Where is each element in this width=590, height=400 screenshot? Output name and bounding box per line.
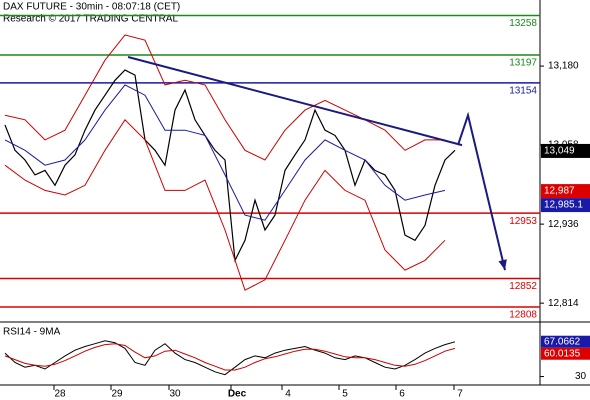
- rsi-box-label: 67.0662: [544, 336, 581, 347]
- y-tick-label: 12,814: [548, 298, 579, 309]
- price-box: [541, 184, 590, 199]
- price-box: [541, 143, 590, 158]
- level-label: 13258: [509, 18, 537, 29]
- price-box-label: 13,049: [544, 146, 575, 157]
- level-label: 12852: [509, 281, 537, 292]
- price-line: [4, 69, 456, 263]
- price-box-label: 12,987: [544, 186, 575, 197]
- forecast-arrow: [457, 111, 506, 271]
- x-tick-label: 4: [285, 389, 291, 400]
- rsi-box: [541, 335, 590, 348]
- indicator-line: [4, 119, 446, 291]
- x-tick-label: 29: [111, 389, 123, 400]
- level-label: 12808: [509, 310, 537, 321]
- indicator-line: [4, 34, 445, 161]
- level-label: 12953: [509, 216, 537, 227]
- price-box: [541, 198, 590, 213]
- x-tick-label: 5: [342, 389, 348, 400]
- x-tick-label: 28: [54, 389, 66, 400]
- level-label: 13154: [509, 86, 537, 97]
- x-tick-label: 7: [457, 389, 463, 400]
- x-tick-label: 6: [399, 389, 405, 400]
- rsi-box: [541, 347, 590, 360]
- rsi-box-label: 60.0135: [544, 348, 581, 359]
- rsi-line: [4, 343, 456, 371]
- rsi-y-tick-label: 30: [575, 371, 587, 382]
- y-tick-label: 13,180: [548, 61, 579, 72]
- level-label: 13197: [509, 58, 537, 69]
- chart-title: DAX FUTURE - 30min - 08:07:18 (CET): [3, 2, 180, 13]
- trendline: [127, 56, 463, 147]
- arrow-head: [498, 259, 507, 271]
- price-box-label: 12,985.1: [544, 200, 583, 211]
- y-tick-label: 12,936: [548, 219, 579, 230]
- rsi-title: RSI14 - 9MA: [3, 327, 61, 338]
- x-tick-label: Dec: [228, 389, 247, 400]
- indicator-line: [4, 84, 446, 221]
- rsi-line: [4, 340, 456, 376]
- chart-subtitle: Research © 2017 TRADING CENTRAL: [3, 14, 178, 25]
- x-tick-label: 30: [169, 389, 181, 400]
